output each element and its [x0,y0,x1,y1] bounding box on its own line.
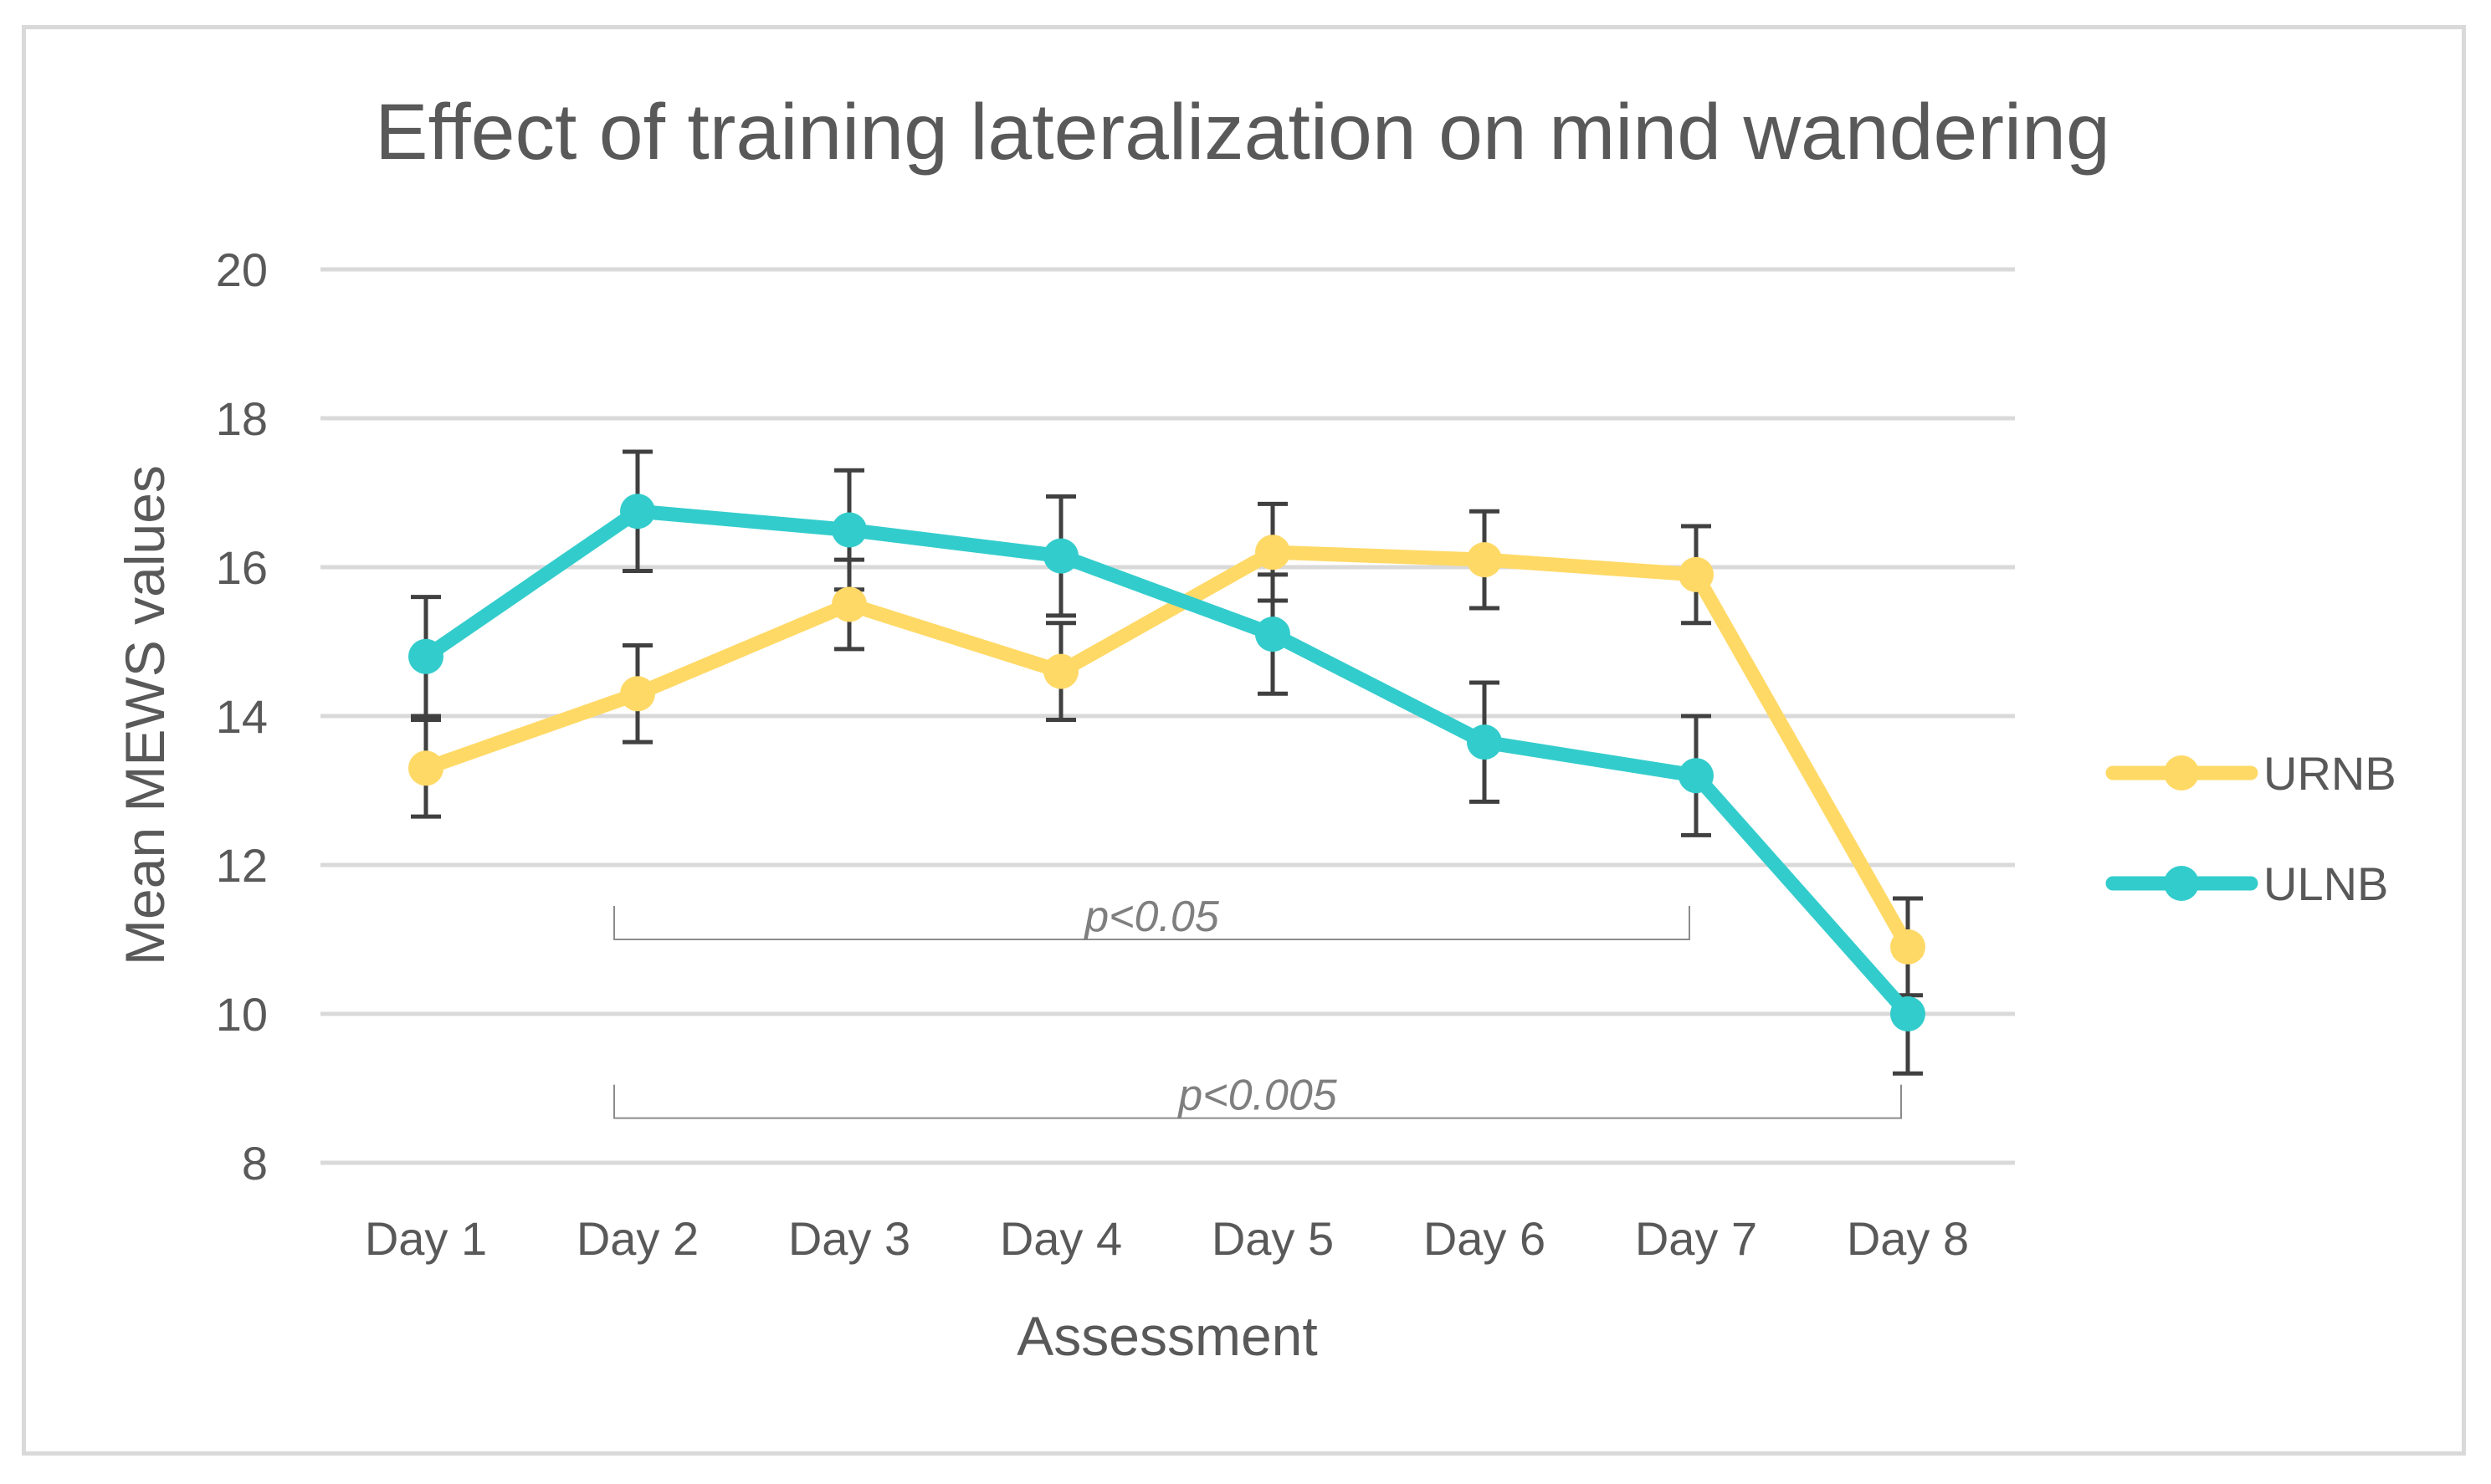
y-tick-label: 20 [216,243,268,296]
data-series [408,449,1925,1076]
significance-label: p<0.005 [1176,1072,1337,1120]
data-point [1890,996,1925,1031]
x-tick-label: Day 8 [1847,1212,1969,1265]
x-axis-title: Assessment [1017,1305,1317,1367]
series-ulnb-points [408,494,1925,1031]
legend-marker-ulnb [2164,866,2199,901]
significance-bracket [613,1084,1902,1119]
data-point [832,512,867,548]
y-tick-label: 16 [216,541,268,594]
legend-label-ulnb: ULNB [2263,857,2388,910]
y-axis-tick-labels: 8 10 12 14 16 18 20 [216,243,268,1190]
data-point [1467,724,1502,760]
data-point [1255,617,1290,652]
legend-label-urnb: URNB [2263,747,2396,800]
data-point [1043,653,1079,689]
x-tick-label: Day 1 [365,1212,487,1265]
significance-label: p<0.05 [1083,893,1220,941]
data-point [1890,929,1925,965]
data-point [408,638,443,674]
chart-title: Effect of training lateralization on min… [375,88,2110,177]
x-tick-label: Day 6 [1423,1212,1545,1265]
legend: URNB ULNB [2105,747,2396,910]
x-tick-label: Day 2 [577,1212,699,1265]
legend-marker-urnb [2164,755,2199,791]
gridlines [320,267,2015,1165]
data-point [832,586,867,622]
series-urnb-points [408,535,1925,965]
significance-annotations: p<0.05 p<0.005 [613,893,1902,1120]
x-axis-tick-labels: Day 1 Day 2 Day 3 Day 4 Day 5 Day 6 Day 7 Day 8 [365,1212,1969,1265]
x-tick-label: Day 7 [1635,1212,1757,1265]
x-tick-label: Day 5 [1212,1212,1334,1265]
data-point [620,676,655,712]
data-point [1679,758,1714,794]
data-point [1679,556,1714,592]
y-tick-label: 12 [216,839,268,892]
x-tick-label: Day 4 [1000,1212,1122,1265]
y-tick-label: 18 [216,392,268,445]
data-point [408,750,443,786]
x-tick-label: Day 3 [788,1212,910,1265]
y-tick-label: 8 [242,1137,268,1190]
data-point [1043,538,1079,574]
data-point [1255,535,1290,571]
significance-bracket [613,906,1690,940]
series-line-ulnb [418,504,1915,1021]
y-axis-title: Mean MEWS values [114,465,176,965]
y-tick-label: 10 [216,988,268,1041]
y-tick-label: 14 [216,690,268,743]
chart-frame [22,25,2466,1456]
data-point [620,494,655,530]
series-line-urnb [418,545,1915,954]
data-point [1467,542,1502,578]
